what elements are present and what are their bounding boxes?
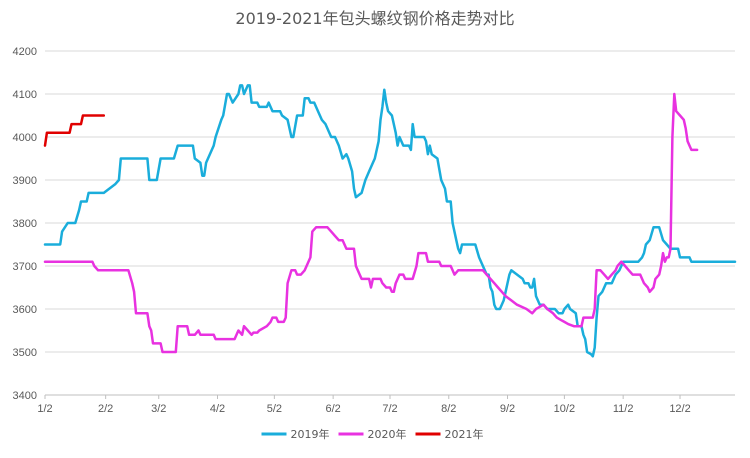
series-lines [43,84,737,358]
y-tick-label: 4000 [13,132,37,144]
x-tick-label: 4/2 [210,403,225,415]
y-tick-label: 3700 [13,261,37,273]
y-tick-label: 3600 [13,304,37,316]
y-tick-label: 3800 [13,218,37,230]
legend-label: 2020年 [368,427,407,441]
legend: 2019年 2020年 2021年 [261,427,484,441]
legend-label: 2019年 [291,427,330,441]
x-tick-label: 6/2 [325,403,340,415]
y-tick-label: 4200 [13,46,37,58]
series-line-2 [43,92,699,354]
series-line-1 [43,84,737,358]
x-axis: 1/2 2/2 3/2 4/2 5/2 6/2 7/2 8/2 9/2 10/2 11/2 12/2 [37,395,691,415]
gridlines [45,50,735,396]
x-tick-label: 5/2 [267,403,282,415]
x-tick-label: 11/2 [613,403,634,415]
y-tick-label: 4100 [13,89,37,101]
x-tick-label: 3/2 [151,403,166,415]
legend-label: 2021年 [445,427,484,441]
x-tick-label: 8/2 [441,403,456,415]
y-axis: 3400 3500 3600 3700 3800 3900 4000 4100 4200 [13,46,37,402]
chart-title: 2019-2021年包头螺纹钢价格走势对比 [235,9,514,28]
x-tick-label: 7/2 [382,403,397,415]
x-tick-label: 2/2 [98,403,113,415]
y-tick-label: 3500 [13,347,37,359]
y-tick-label: 3400 [13,390,37,402]
x-tick-label: 1/2 [37,403,52,415]
series-line-3 [43,114,106,147]
x-tick-label: 9/2 [500,403,515,415]
y-tick-label: 3900 [13,175,37,187]
x-tick-label: 10/2 [554,403,575,415]
x-tick-label: 12/2 [669,403,690,415]
